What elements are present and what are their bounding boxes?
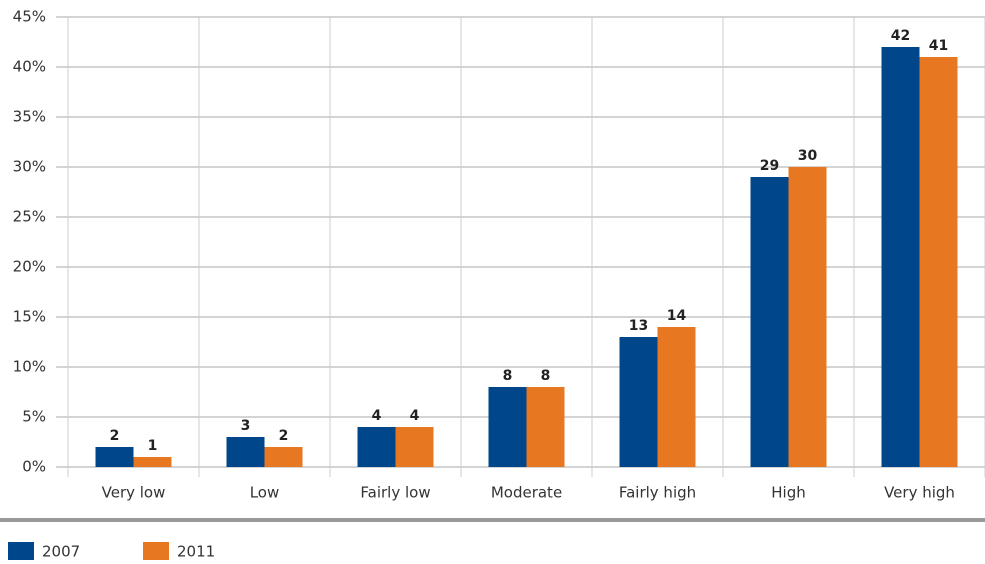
value-label: 1 xyxy=(148,438,158,454)
value-label: 29 xyxy=(760,158,779,174)
y-tick-label: 10% xyxy=(13,358,46,376)
x-tick-label: Moderate xyxy=(491,484,562,502)
x-tick-label: Very low xyxy=(102,484,166,502)
bar xyxy=(657,327,696,467)
value-label: 8 xyxy=(503,368,513,384)
y-tick-label: 45% xyxy=(13,8,46,26)
bar xyxy=(526,387,565,467)
value-label: 13 xyxy=(629,318,648,334)
legend-swatch xyxy=(8,542,34,560)
value-label: 14 xyxy=(667,308,687,324)
y-tick-label: 40% xyxy=(13,58,46,76)
value-label: 4 xyxy=(410,408,420,424)
bar xyxy=(619,337,658,467)
value-label: 8 xyxy=(541,368,551,384)
bar xyxy=(750,177,789,467)
legend-label: 2007 xyxy=(42,543,80,561)
y-tick-label: 20% xyxy=(13,258,46,276)
y-tick-label: 35% xyxy=(13,108,46,126)
y-tick-label: 15% xyxy=(13,308,46,326)
bar xyxy=(788,167,827,467)
value-label: 42 xyxy=(891,28,910,44)
value-label: 3 xyxy=(241,418,251,434)
bar xyxy=(95,447,134,467)
value-label: 4 xyxy=(372,408,382,424)
x-tick-label: Low xyxy=(250,484,280,502)
bar xyxy=(264,447,303,467)
x-tick-label: Fairly high xyxy=(619,484,696,502)
legend-swatch xyxy=(143,542,169,560)
value-label: 2 xyxy=(279,428,289,444)
x-tick-label: High xyxy=(771,484,805,502)
bar xyxy=(488,387,527,467)
value-label: 30 xyxy=(798,148,818,164)
bar xyxy=(881,47,920,467)
y-tick-label: 0% xyxy=(22,458,46,476)
bar xyxy=(357,427,396,467)
y-tick-label: 25% xyxy=(13,208,46,226)
y-tick-label: 5% xyxy=(22,408,46,426)
x-tick-label: Very high xyxy=(884,484,955,502)
bar xyxy=(395,427,434,467)
bar xyxy=(226,437,265,467)
legend-label: 2011 xyxy=(177,543,215,561)
y-tick-label: 30% xyxy=(13,158,46,176)
bar xyxy=(919,57,958,467)
value-label: 41 xyxy=(929,38,948,54)
bar xyxy=(133,457,172,467)
x-tick-label: Fairly low xyxy=(360,484,430,502)
value-label: 2 xyxy=(110,428,120,444)
